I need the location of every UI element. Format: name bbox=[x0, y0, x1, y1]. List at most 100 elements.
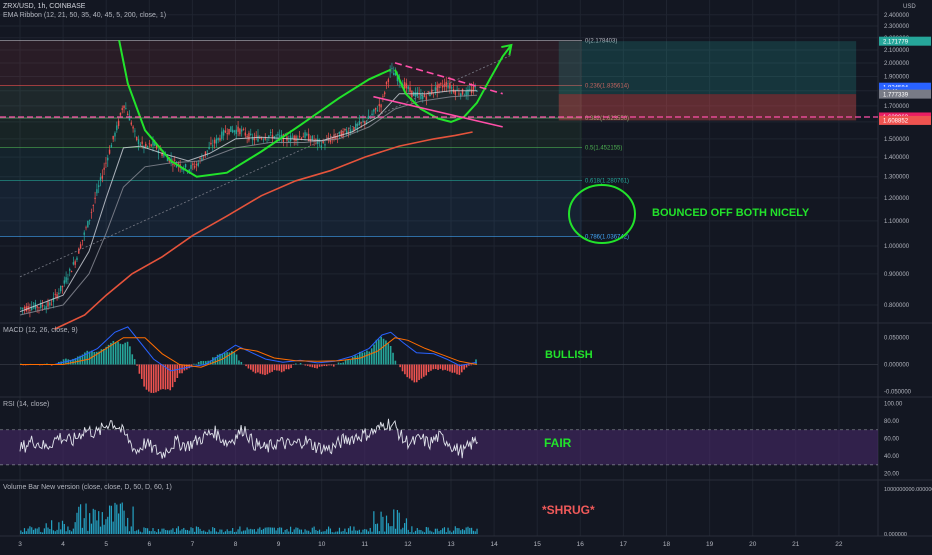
volume-bar bbox=[286, 529, 287, 534]
volume-bar bbox=[308, 531, 309, 534]
candle-body bbox=[409, 87, 410, 91]
macd-hist-bar bbox=[269, 364, 271, 372]
volume-bar bbox=[174, 532, 175, 534]
volume-bar bbox=[154, 531, 155, 534]
price-tick-label: 0.800000 bbox=[884, 303, 910, 309]
volume-bar bbox=[58, 522, 59, 534]
volume-bar bbox=[64, 524, 65, 534]
price-tick-label: 1.200000 bbox=[884, 196, 910, 202]
volume-bar bbox=[362, 530, 363, 534]
volume-bar bbox=[85, 504, 86, 534]
candle-body bbox=[147, 146, 148, 147]
macd-hist-bar bbox=[468, 364, 470, 365]
volume-bar bbox=[433, 532, 434, 534]
volume-bar bbox=[212, 527, 213, 534]
volume-bar bbox=[151, 531, 152, 534]
volume-bar bbox=[341, 532, 342, 534]
volume-bar bbox=[419, 530, 420, 534]
candle-body bbox=[24, 307, 25, 308]
x-tick-label: 18 bbox=[663, 541, 671, 548]
macd-hist-bar bbox=[141, 364, 143, 378]
candle-body bbox=[131, 123, 132, 125]
volume-bar bbox=[288, 532, 289, 534]
macd-title: MACD (12, 26, close, 9) bbox=[3, 327, 78, 334]
candle-body bbox=[47, 302, 48, 307]
volume-bar bbox=[457, 528, 458, 534]
macd-hist-bar bbox=[131, 354, 133, 364]
volume-bar bbox=[281, 528, 282, 534]
volume-bar bbox=[198, 527, 199, 534]
volume-bar bbox=[431, 532, 432, 534]
candle-body bbox=[20, 308, 21, 309]
candle-body bbox=[141, 142, 142, 144]
macd-hist-bar bbox=[177, 364, 179, 378]
macd-hist-bar bbox=[371, 348, 373, 364]
volume-bar bbox=[216, 531, 217, 534]
volume-bar bbox=[116, 505, 117, 534]
volume-bar bbox=[344, 529, 345, 534]
macd-hist-bar bbox=[295, 363, 297, 364]
fib-retracement[interactable]: 0(2.178403)0.236(1.835614)0.382(1.623550… bbox=[0, 38, 629, 240]
volume-bar bbox=[257, 529, 258, 534]
candle-body bbox=[355, 123, 356, 128]
volume-bar bbox=[357, 531, 358, 534]
macd-hist-bar bbox=[264, 364, 266, 375]
candle-body bbox=[346, 131, 347, 134]
volume-bar bbox=[225, 531, 226, 534]
candle-body bbox=[136, 137, 137, 140]
macd-hist-bar bbox=[103, 349, 105, 365]
volume-bar bbox=[435, 529, 436, 534]
target-zone-box bbox=[559, 41, 856, 94]
volume-bar bbox=[44, 528, 45, 534]
volume-bar bbox=[355, 530, 356, 534]
macd-hist-bar bbox=[255, 364, 257, 373]
volume-bar bbox=[404, 523, 405, 534]
volume-bar bbox=[312, 528, 313, 534]
volume-bar bbox=[71, 531, 72, 534]
volume-bar bbox=[451, 532, 452, 534]
macd-hist-bar bbox=[316, 364, 318, 368]
macd-hist-bar bbox=[203, 361, 205, 365]
volume-bar bbox=[379, 531, 380, 534]
candle-body bbox=[380, 104, 381, 107]
volume-bar bbox=[84, 518, 85, 534]
volume-bar bbox=[315, 530, 316, 534]
volume-bar bbox=[247, 527, 248, 534]
candle-body bbox=[312, 136, 313, 140]
candle-body bbox=[120, 113, 121, 116]
x-tick-label: 10 bbox=[318, 541, 326, 548]
rsi-title: RSI (14, close) bbox=[3, 401, 49, 408]
position-boxes[interactable] bbox=[559, 41, 856, 120]
candle-body bbox=[373, 109, 374, 111]
candle-body bbox=[112, 136, 113, 140]
macd-hist-bar bbox=[169, 364, 171, 390]
candle-body bbox=[89, 220, 90, 221]
candle-body bbox=[82, 240, 83, 241]
volume-bar bbox=[178, 526, 179, 534]
macd-hist-bar bbox=[124, 343, 126, 365]
volume-bar bbox=[143, 527, 144, 534]
candle-body bbox=[350, 129, 351, 131]
volume-bar bbox=[359, 530, 360, 534]
macd-hist-bar bbox=[373, 345, 375, 365]
volume-bar bbox=[102, 512, 103, 534]
volume-bar bbox=[96, 520, 97, 534]
macd-tick-label: 0.000000 bbox=[884, 362, 910, 368]
candle-body bbox=[71, 271, 72, 272]
candle-body bbox=[388, 79, 389, 82]
macd-hist-bar bbox=[290, 364, 292, 368]
volume-bar bbox=[94, 510, 95, 534]
macd-hist-bar bbox=[245, 364, 247, 366]
candle-body bbox=[263, 139, 264, 140]
volume-bar bbox=[462, 529, 463, 534]
volume-bar bbox=[361, 532, 362, 534]
volume-bar bbox=[328, 527, 329, 534]
volume-bar bbox=[283, 532, 284, 534]
candle-body bbox=[324, 144, 325, 145]
volume-bar bbox=[152, 528, 153, 534]
macd-hist-bar bbox=[198, 362, 200, 365]
volume-bar bbox=[469, 528, 470, 534]
volume-bar bbox=[285, 530, 286, 534]
